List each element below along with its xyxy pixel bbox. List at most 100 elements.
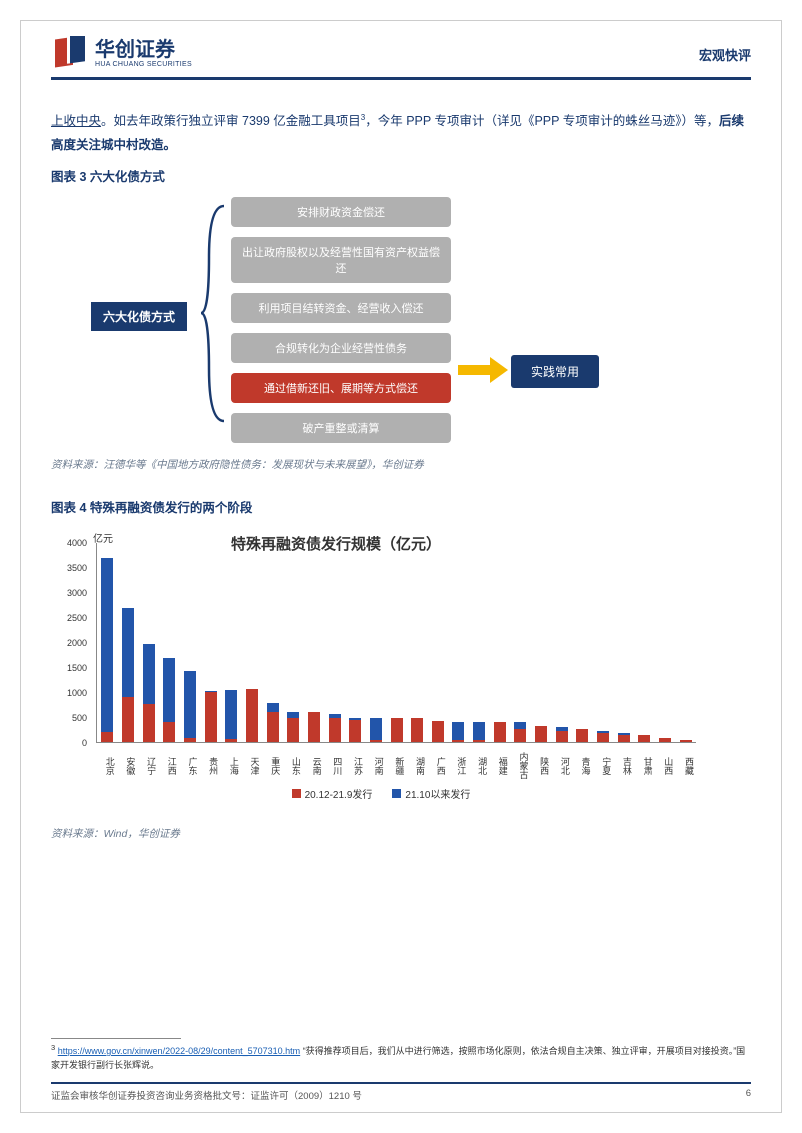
diagram-result: 实践常用	[511, 355, 599, 388]
bar-group	[118, 543, 139, 742]
bar-group	[345, 543, 366, 742]
x-tick-label: 广东	[179, 746, 200, 786]
bar-segment-blue	[122, 608, 134, 697]
legend-label: 21.10以来发行	[405, 786, 470, 801]
figure3-title: 图表 3 六大化债方式	[51, 166, 751, 185]
bar-group	[324, 543, 345, 742]
figure4-title: 图表 4 特殊再融资债发行的两个阶段	[51, 497, 751, 516]
page-number: 6	[746, 1088, 751, 1102]
x-tick-label: 安徽	[117, 746, 138, 786]
bar-group	[221, 543, 242, 742]
y-tick-label: 2500	[67, 613, 87, 623]
x-tick-label: 吉林	[613, 746, 634, 786]
page-header: 华创证券 HUA CHUANG SECURITIES 宏观快评	[51, 36, 751, 80]
x-tick-label: 山东	[282, 746, 303, 786]
footer-left: 证监会审核华创证券投资咨询业务资格批文号：证监许可（2009）1210 号	[51, 1088, 362, 1102]
header-category: 宏观快评	[699, 45, 751, 64]
footnote-link[interactable]: https://www.gov.cn/xinwen/2022-08/29/con…	[58, 1046, 301, 1056]
bar-segment-red	[308, 712, 320, 742]
bar-group	[531, 543, 552, 742]
bar-segment-red	[618, 735, 630, 742]
bar-segment-red	[143, 704, 155, 742]
bar-segment-red	[225, 739, 237, 742]
x-tick-label: 青海	[572, 746, 593, 786]
bar-segment-red	[411, 718, 423, 742]
body-paragraph: 上收中央。如去年政策行独立评审 7399 亿金融工具项目3，今年 PPP 专项审…	[51, 110, 751, 158]
bar-group	[469, 543, 490, 742]
x-tick-label: 甘肃	[634, 746, 655, 786]
bar-segment-red	[680, 740, 692, 742]
bar-segment-red	[287, 718, 299, 742]
figure3-diagram: 六大化债方式 安排财政资金偿还出让政府股权以及经营性国有资产权益偿还利用项目结转…	[91, 197, 751, 447]
bar-segment-red	[659, 738, 671, 742]
x-tick-label: 贵州	[199, 746, 220, 786]
bar-group	[675, 543, 696, 742]
figure4-chart: 亿元 特殊再融资债发行规模（亿元） 0500100015002000250030…	[51, 528, 711, 808]
bar-segment-red	[535, 726, 547, 742]
bar-segment-red	[184, 738, 196, 742]
bar-group	[242, 543, 263, 742]
x-tick-label: 四川	[324, 746, 345, 786]
bar-group	[448, 543, 469, 742]
x-tick-label: 辽宁	[137, 746, 158, 786]
bar-segment-blue	[143, 644, 155, 705]
bar-group	[138, 543, 159, 742]
x-tick-label: 江西	[158, 746, 179, 786]
x-tick-label: 内蒙古	[510, 746, 531, 786]
bar-segment-blue	[184, 671, 196, 738]
x-tick-label: 宁夏	[593, 746, 614, 786]
bar-segment-red	[576, 729, 588, 742]
bar-segment-red	[556, 731, 568, 742]
bar-segment-red	[329, 718, 341, 742]
bar-group	[510, 543, 531, 742]
bar-segment-red	[514, 729, 526, 742]
figure3-source: 资料来源：汪德华等《中国地方政府隐性债务：发展现状与未来展望》，华创证券	[51, 457, 751, 472]
bar-group	[551, 543, 572, 742]
x-tick-label: 江苏	[344, 746, 365, 786]
legend-swatch-icon	[292, 789, 301, 798]
bar-segment-blue	[267, 703, 279, 712]
logo-cn: 华创证券	[95, 39, 192, 61]
x-tick-label: 云南	[303, 746, 324, 786]
logo-mark-icon	[51, 36, 87, 72]
bar-segment-blue	[225, 690, 237, 739]
bar-segment-red	[370, 740, 382, 742]
legend-item: 21.10以来发行	[392, 786, 470, 801]
bar-segment-red	[473, 740, 485, 742]
bar-group	[97, 543, 118, 742]
x-tick-label: 河北	[551, 746, 572, 786]
bar-group	[634, 543, 655, 742]
bar-group	[489, 543, 510, 742]
bar-group	[593, 543, 614, 742]
bar-segment-red	[267, 712, 279, 742]
bar-group	[262, 543, 283, 742]
bar-group	[200, 543, 221, 742]
y-tick-label: 1500	[67, 663, 87, 673]
bar-segment-red	[494, 722, 506, 742]
x-tick-label: 浙江	[448, 746, 469, 786]
y-tick-label: 3500	[67, 563, 87, 573]
x-tick-label: 湖北	[468, 746, 489, 786]
text-underline: 上收中央	[51, 114, 101, 128]
bar-segment-red	[205, 692, 217, 742]
bar-segment-red	[391, 718, 403, 742]
x-tick-label: 河南	[365, 746, 386, 786]
bar-segment-red	[246, 689, 258, 742]
footnote-rule	[51, 1038, 181, 1039]
diagram-item: 出让政府股权以及经营性国有资产权益偿还	[231, 237, 451, 283]
brace-icon	[199, 201, 229, 426]
legend-swatch-icon	[392, 789, 401, 798]
diagram-main-label: 六大化债方式	[91, 302, 187, 331]
y-tick-label: 3000	[67, 588, 87, 598]
bar-segment-blue	[163, 658, 175, 722]
logo: 华创证券 HUA CHUANG SECURITIES	[51, 36, 192, 72]
bar-group	[366, 543, 387, 742]
x-tick-label: 西藏	[675, 746, 696, 786]
logo-en: HUA CHUANG SECURITIES	[95, 61, 192, 69]
bar-segment-red	[101, 732, 113, 742]
bar-group	[283, 543, 304, 742]
bar-segment-blue	[370, 718, 382, 741]
bar-group	[655, 543, 676, 742]
bar-segment-red	[349, 720, 361, 742]
bar-segment-red	[163, 722, 175, 742]
